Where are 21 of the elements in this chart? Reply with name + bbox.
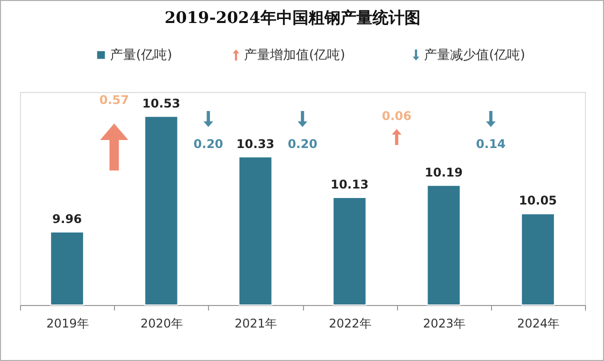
annotation: 0.20 [194, 137, 224, 151]
data-label: 10.53 [142, 96, 180, 110]
x-tick-label: 2024年 [517, 316, 560, 330]
data-label: 10.13 [330, 177, 369, 192]
text: 产量增加值(亿吨) [244, 48, 346, 63]
chart-title: 2019-2024年中国粗钢产量统计图 [164, 8, 420, 27]
annotation: 0.06 [382, 109, 412, 123]
data-label: 9.96 [52, 212, 82, 226]
data-label: 10.05 [518, 194, 557, 208]
text: 产量减少值(亿吨) [424, 48, 526, 63]
x-tick-label: 2023年 [422, 316, 466, 330]
data-label: 10.33 [236, 136, 274, 151]
annotation: 0.57 [99, 93, 129, 107]
annotation: 0.14 [476, 137, 506, 151]
legend-label: 产量(亿吨) [110, 48, 172, 63]
data-label: 10.19 [424, 165, 463, 180]
x-tick-label: 2019年 [46, 316, 89, 330]
x-tick-label: 2022年 [328, 316, 372, 330]
x-tick-label: 2021年 [234, 316, 278, 330]
x-tick-label: 2020年 [140, 316, 184, 330]
annotation: 0.20 [288, 137, 318, 151]
